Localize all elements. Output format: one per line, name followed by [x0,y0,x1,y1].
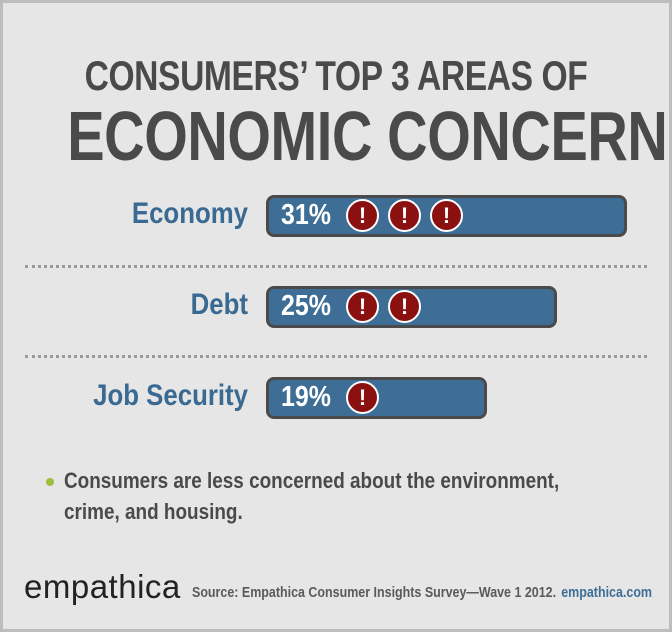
value-label-job-security: 19% [281,381,331,413]
exclamation-glyph: ! [400,203,409,228]
value-label-debt: 25% [281,290,331,322]
dotted-divider [25,355,647,358]
alert-icon: ! [388,199,421,232]
alert-icon: ! [346,381,379,414]
alert-icon: ! [346,199,379,232]
source-text: Source: Empathica Consumer Insights Surv… [192,585,557,601]
category-label-economy: Economy [131,197,248,230]
empathica-logo: empathica [24,568,181,605]
category-label-debt: Debt [190,288,248,321]
chart-title-line-2: ECONOMIC CONCERN [67,97,668,175]
exclamation-glyph: ! [358,385,367,410]
bullet-icon [46,478,54,486]
footnote-text: Consumers are less concerned about the e… [64,468,560,524]
chart-title-line-1: CONSUMERS’ TOP 3 AREAS OF [84,52,588,99]
source-link[interactable]: empathica.com [561,585,653,601]
value-label-economy: 31% [281,199,331,231]
alert-icon: ! [430,199,463,232]
dotted-divider [25,265,647,268]
alert-icon: ! [346,290,379,323]
exclamation-glyph: ! [442,203,451,228]
alert-icon: ! [388,290,421,323]
exclamation-glyph: ! [358,203,367,228]
exclamation-glyph: ! [400,294,409,319]
exclamation-glyph: ! [358,294,367,319]
category-label-job-security: Job Security [93,379,249,412]
source-line: Source: Empathica Consumer Insights Surv… [192,585,652,601]
